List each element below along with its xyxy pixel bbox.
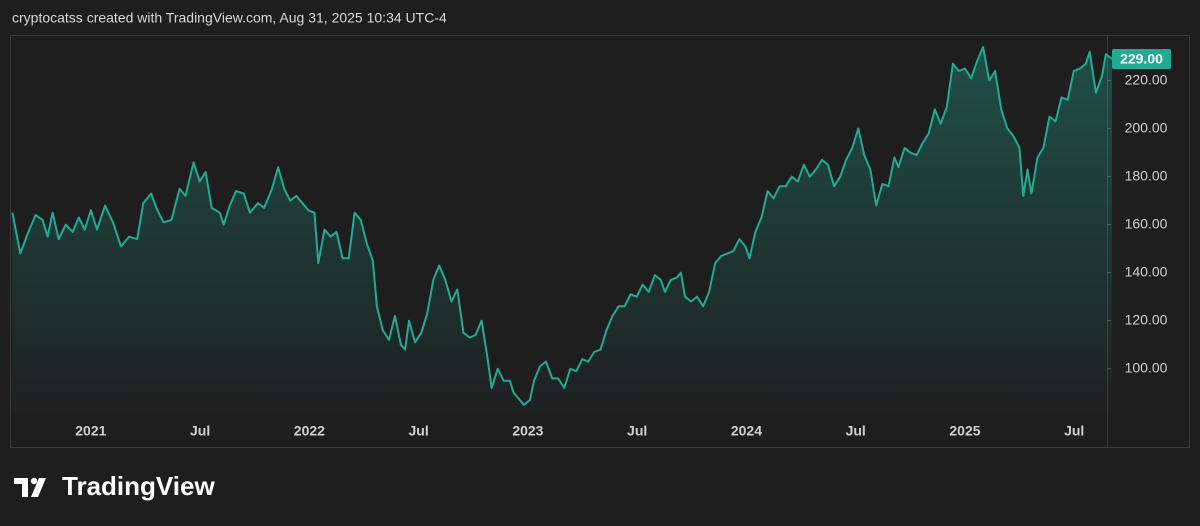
y-tick-label: 180.00: [1125, 167, 1168, 183]
last-price-tag: [1112, 49, 1171, 70]
x-tick-label: Jul: [190, 423, 210, 439]
y-tick-label: 100.00: [1125, 359, 1168, 375]
logo: [14, 477, 46, 497]
watermark: TradingView: [62, 471, 215, 501]
y-tick-label: 200.00: [1125, 119, 1168, 135]
x-tick-label: 2021: [75, 423, 106, 439]
plot-frame: [10, 35, 1190, 448]
y-tick-label: 160.00: [1125, 215, 1168, 231]
x-tick-label: Jul: [409, 423, 429, 439]
y-tick-label: 120.00: [1125, 311, 1168, 327]
y-tick-label: 220.00: [1125, 71, 1168, 87]
x-tick-label: 2023: [512, 423, 543, 439]
area: [12, 47, 1112, 412]
logo-dot: [30, 477, 38, 485]
x-tick-label: Jul: [1064, 423, 1084, 439]
x-tick-label: Jul: [627, 423, 647, 439]
chart-title: cryptocatss created with TradingView.com…: [12, 10, 447, 26]
line: [11, 46, 1113, 406]
x-tick-label: 2025: [949, 423, 980, 439]
y-tick-label: 140.00: [1125, 263, 1168, 279]
x-tick-label: Jul: [846, 423, 866, 439]
last-price-label: 229.00: [1120, 51, 1163, 67]
logo-mark: [14, 478, 28, 497]
x-tick-label: 2024: [731, 423, 762, 439]
logo-slash: [31, 478, 46, 497]
x-tick-label: 2022: [294, 423, 325, 439]
